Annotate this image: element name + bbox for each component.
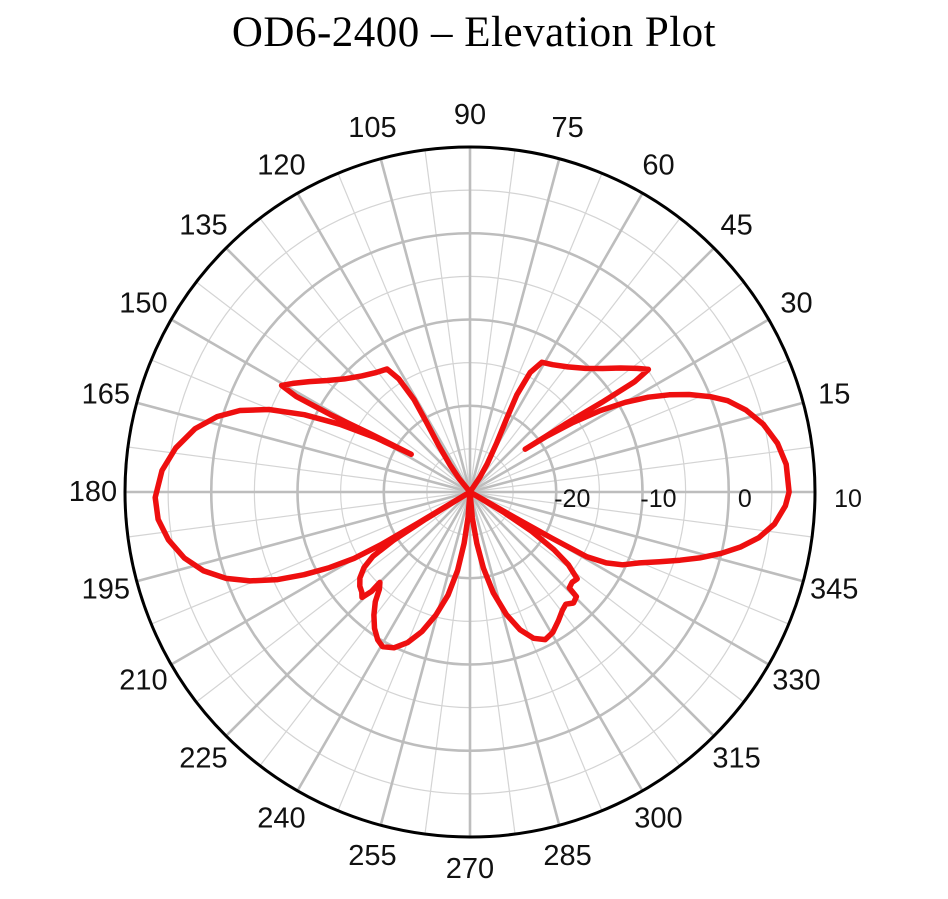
angle-tick-label: 225 bbox=[179, 743, 227, 775]
angle-tick-label: 330 bbox=[772, 665, 820, 697]
angle-tick-label: 135 bbox=[179, 209, 227, 241]
angle-tick-label: 345 bbox=[810, 574, 858, 606]
radial-tick-label: 10 bbox=[834, 485, 862, 513]
angle-tick-label: 165 bbox=[82, 378, 130, 410]
angle-tick-label: 30 bbox=[780, 288, 812, 320]
angle-tick-label: 180 bbox=[69, 476, 117, 508]
radial-tick-label: 0 bbox=[738, 485, 752, 513]
angle-tick-label: 315 bbox=[712, 743, 760, 775]
angle-tick-label: 270 bbox=[446, 853, 494, 885]
angle-tick-label: 60 bbox=[642, 150, 674, 182]
angle-tick-label: 90 bbox=[454, 99, 486, 131]
angle-tick-label: 285 bbox=[543, 840, 591, 872]
chart-title: OD6-2400 – Elevation Plot bbox=[231, 9, 717, 56]
angle-tick-label: 45 bbox=[720, 209, 752, 241]
angle-tick-label: 15 bbox=[818, 378, 850, 410]
angle-tick-label: 75 bbox=[551, 112, 583, 144]
pattern-curve bbox=[152, 359, 792, 651]
radial-tick-label: -20 bbox=[554, 485, 590, 513]
angle-tick-label: 240 bbox=[257, 803, 305, 835]
angle-tick-label: 210 bbox=[119, 665, 167, 697]
grid-ring-major bbox=[296, 318, 644, 666]
angle-tick-label: 120 bbox=[257, 150, 305, 182]
angle-tick-label: 300 bbox=[634, 803, 682, 835]
grid-ring-major bbox=[209, 231, 731, 753]
angle-tick-label: 255 bbox=[348, 840, 396, 872]
angle-tick-label: 105 bbox=[348, 112, 396, 144]
angle-tick-label: 195 bbox=[82, 574, 130, 606]
angle-tick-label: 150 bbox=[119, 288, 167, 320]
outer-circle bbox=[123, 145, 817, 839]
grid-ring-major bbox=[382, 404, 558, 580]
radial-tick-label: -10 bbox=[640, 485, 676, 513]
